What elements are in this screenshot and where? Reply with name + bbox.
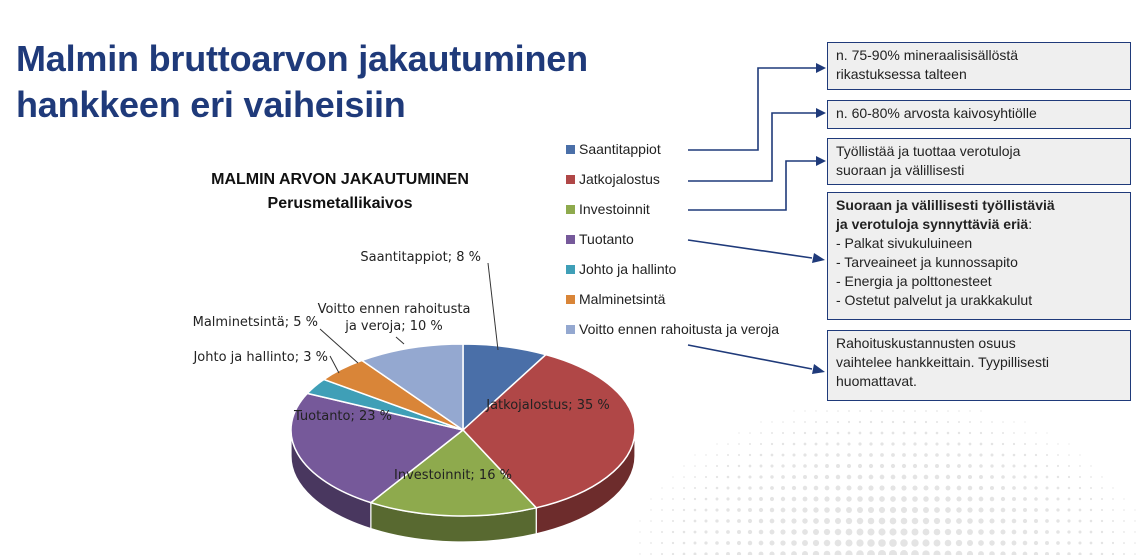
slide-title: Malmin bruttoarvon jakautuminen hankkeen… bbox=[16, 36, 588, 128]
info-box-line: Rahoituskustannusten osuus bbox=[836, 335, 1016, 351]
data-label: Investoinnit; 16 % bbox=[394, 468, 512, 483]
chart-subtitle: Perusmetallikaivos bbox=[267, 195, 413, 212]
legend-swatch bbox=[566, 325, 575, 334]
data-label-leader bbox=[319, 328, 359, 364]
legend-swatch bbox=[566, 295, 575, 304]
legend-label: Saantitappiot bbox=[579, 141, 661, 157]
chart-title-block: MALMIN ARVON JAKAUTUMINEN Perusmetallika… bbox=[190, 168, 490, 216]
info-box-line: vaihtelee hankkeittain. Tyypillisesti bbox=[836, 354, 1049, 370]
legend-label: Johto ja hallinto bbox=[579, 261, 677, 277]
legend-swatch bbox=[566, 175, 575, 184]
info-box-production-items: Suoraan ja välillisesti työllistäviä ja … bbox=[827, 192, 1131, 320]
connector-tuotanto bbox=[687, 239, 813, 259]
connector-voitto bbox=[687, 344, 813, 370]
info-box-line: Työllistää ja tuottaa verotuloja bbox=[836, 143, 1021, 159]
arrowhead-4 bbox=[812, 253, 825, 263]
legend-label: Voitto ennen rahoitusta ja veroja bbox=[579, 321, 780, 337]
legend-label: Tuotanto bbox=[579, 231, 634, 247]
info-box-line: - Palkat sivukuluineen bbox=[836, 235, 973, 251]
info-box-line: rikastuksessa talteen bbox=[836, 66, 967, 82]
connector-jatkojalostus bbox=[688, 112, 818, 182]
legend-swatch bbox=[566, 235, 575, 244]
legend-swatch bbox=[566, 265, 575, 274]
info-box-line: n. 75-90% mineraalisisällöstä bbox=[836, 47, 1019, 63]
legend-label: Jatkojalostus bbox=[579, 171, 660, 187]
connector-saantitappiot bbox=[688, 67, 818, 151]
data-label: Johto ja hallinto; 3 % bbox=[192, 350, 328, 365]
legend-label: Malminetsintä bbox=[579, 291, 666, 307]
legend-item: Jatkojalostus bbox=[566, 169, 779, 199]
info-box-company-share: n. 60-80% arvosta kaivosyhtiölle bbox=[827, 100, 1131, 129]
legend-item: Investoinnit bbox=[566, 199, 779, 229]
info-box-employment: Työllistää ja tuottaa verotuloja suoraan… bbox=[827, 138, 1131, 185]
legend-item: Voitto ennen rahoitusta ja veroja bbox=[566, 319, 779, 349]
info-box-line: huomattavat. bbox=[836, 373, 917, 389]
info-box-financing: Rahoituskustannusten osuus vaihtelee han… bbox=[827, 330, 1131, 401]
pie-slice-tuotanto bbox=[290, 392, 465, 504]
slide-title-line-2: hankkeen eri vaiheisiin bbox=[16, 84, 406, 125]
pie-slice-investoinnit bbox=[369, 428, 538, 517]
chart-legend: Saantitappiot Jatkojalostus Investoinnit Tu… bbox=[566, 139, 779, 349]
data-label: Voitto ennen rahoitusta ja veroja; 10 % bbox=[318, 302, 471, 334]
legend-swatch bbox=[566, 205, 575, 214]
legend-swatch bbox=[566, 145, 575, 154]
slide-title-line-1: Malmin bruttoarvon jakautuminen bbox=[16, 38, 588, 79]
info-box-line: - Ostetut palvelut ja urakkakulut bbox=[836, 292, 1033, 308]
data-label: Tuotanto; 23 % bbox=[293, 409, 392, 424]
data-label-leader bbox=[395, 336, 405, 345]
info-box-colon: : bbox=[1028, 216, 1033, 232]
connector-investoinnit bbox=[688, 160, 818, 211]
data-label: Malminetsintä; 5 % bbox=[193, 315, 318, 330]
data-label: Saantitappiot; 8 % bbox=[360, 250, 481, 265]
legend-item: Malminetsintä bbox=[566, 289, 779, 319]
data-label-leader bbox=[329, 355, 340, 374]
info-box-bold-line: ja verotuloja synnyttäviä eriä bbox=[836, 216, 1029, 232]
info-box-bold-line: Suoraan ja välillisesti työllistäviä bbox=[836, 197, 1055, 213]
arrowhead-1 bbox=[816, 63, 826, 73]
legend-item: Tuotanto bbox=[566, 229, 779, 259]
arrowhead-2 bbox=[816, 108, 826, 118]
arrowhead-3 bbox=[816, 156, 826, 166]
info-box-line: - Energia ja polttonesteet bbox=[836, 273, 992, 289]
pie-slice-jatkojalostus bbox=[461, 353, 636, 509]
pie-slice-voitto-ennen-rahoitusta-ja-veroja bbox=[360, 343, 464, 432]
legend-label: Investoinnit bbox=[579, 201, 650, 217]
info-box-line: - Tarveaineet ja kunnossapito bbox=[836, 254, 1018, 270]
legend-item: Johto ja hallinto bbox=[566, 259, 779, 289]
info-box-recovery: n. 75-90% mineraalisisällöstä rikastukse… bbox=[827, 42, 1131, 90]
info-box-line: suoraan ja välillisesti bbox=[836, 162, 965, 178]
data-label: Jatkojalostus; 35 % bbox=[485, 398, 609, 413]
info-box-line: n. 60-80% arvosta kaivosyhtiölle bbox=[836, 105, 1037, 121]
arrowhead-5 bbox=[812, 364, 825, 374]
data-label-leader bbox=[487, 262, 499, 351]
legend-item: Saantitappiot bbox=[566, 139, 779, 169]
chart-title: MALMIN ARVON JAKAUTUMINEN bbox=[211, 171, 469, 188]
